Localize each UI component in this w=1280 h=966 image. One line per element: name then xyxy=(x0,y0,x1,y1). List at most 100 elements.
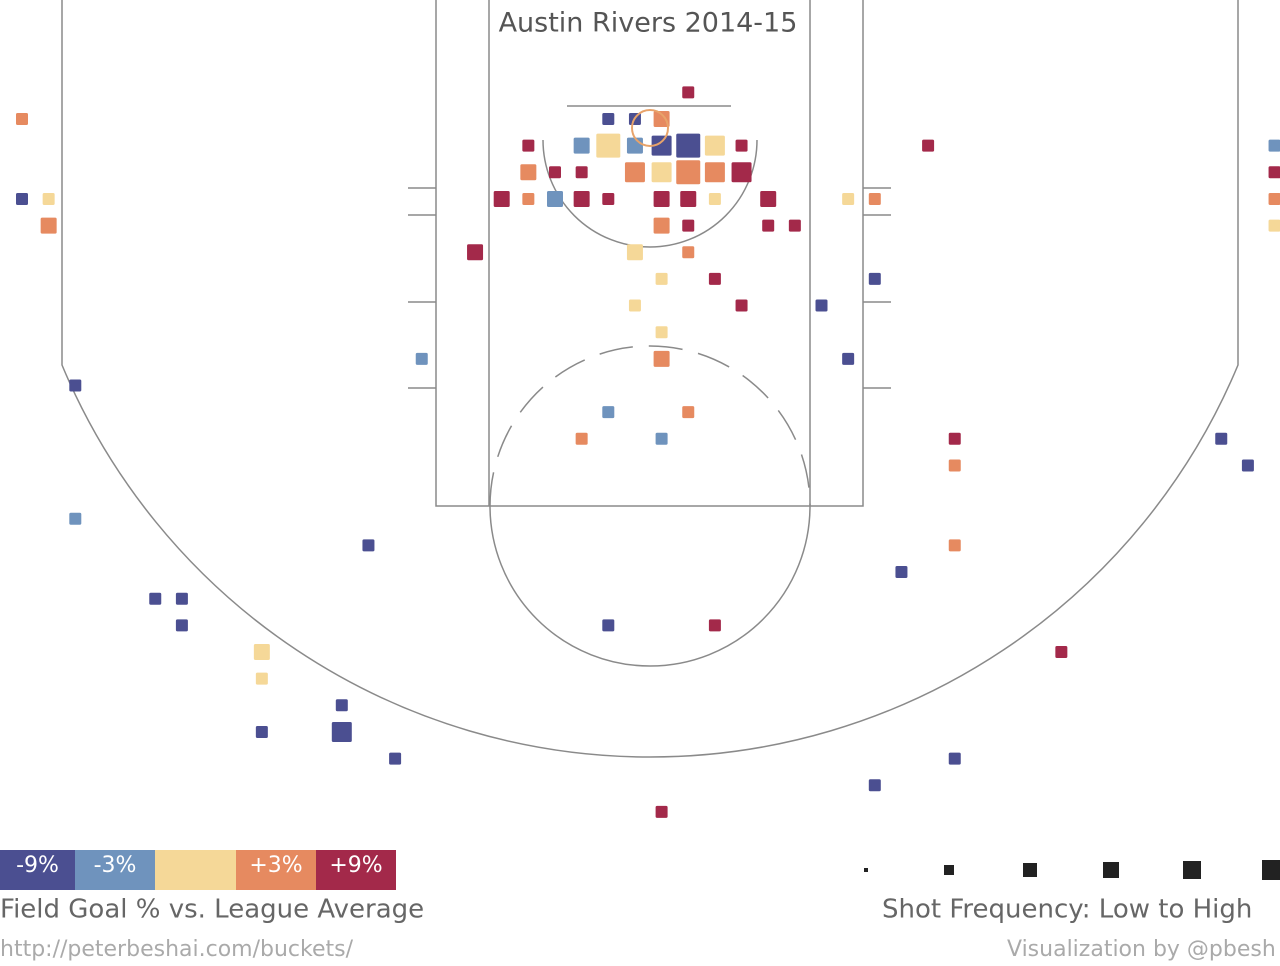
shot xyxy=(335,699,348,712)
shot xyxy=(253,644,270,660)
shot xyxy=(948,459,961,472)
shot xyxy=(175,592,188,605)
shot xyxy=(624,162,645,183)
shot xyxy=(69,379,82,392)
shot xyxy=(1055,646,1068,658)
size-swatch xyxy=(944,865,954,875)
shot xyxy=(948,539,961,552)
shot xyxy=(1241,459,1254,472)
shot xyxy=(760,190,777,207)
shot xyxy=(676,133,701,158)
color-swatch xyxy=(0,850,75,890)
court xyxy=(61,0,1239,758)
shot xyxy=(42,192,55,205)
restricted-area xyxy=(542,139,758,248)
size-legend xyxy=(864,860,1280,880)
shot xyxy=(522,139,535,152)
shot xyxy=(575,432,588,445)
shot xyxy=(362,539,375,552)
free-throw-circle-dashed xyxy=(489,345,811,507)
shot xyxy=(389,752,402,765)
shot xyxy=(655,326,668,339)
shot xyxy=(682,219,695,232)
size-swatch xyxy=(1183,861,1201,879)
shot xyxy=(655,805,668,818)
size-swatch xyxy=(1023,863,1037,877)
shot xyxy=(708,192,721,205)
shot xyxy=(653,190,670,207)
paint-outer xyxy=(435,0,864,507)
shot xyxy=(1268,219,1280,232)
shot xyxy=(175,619,188,632)
shot xyxy=(331,721,352,742)
shot xyxy=(676,160,701,185)
shot xyxy=(596,133,621,158)
shot xyxy=(547,190,563,207)
chart-title: Austin Rivers 2014-15 xyxy=(499,8,798,39)
size-swatch xyxy=(1262,860,1280,880)
shot xyxy=(255,672,268,685)
shot xyxy=(704,135,725,156)
shot xyxy=(575,166,588,179)
shot xyxy=(69,512,82,525)
shot xyxy=(16,192,28,205)
shot xyxy=(680,190,697,207)
shot xyxy=(788,219,801,232)
shot xyxy=(467,244,484,261)
shot xyxy=(40,217,57,234)
shot xyxy=(655,432,668,445)
shot xyxy=(1268,139,1280,152)
color-label: +3% xyxy=(249,853,302,878)
shot xyxy=(868,272,881,285)
shot xyxy=(735,139,748,152)
color-swatch xyxy=(236,850,316,890)
shot xyxy=(922,139,935,152)
color-swatch xyxy=(75,850,155,890)
size-legend-title: Shot Frequency: Low to High xyxy=(882,895,1252,925)
shot xyxy=(868,779,881,792)
shot xyxy=(573,190,590,207)
color-label: -3% xyxy=(94,853,137,878)
three-point-line xyxy=(61,0,1239,758)
shot xyxy=(602,113,615,125)
shot xyxy=(602,406,615,419)
shot xyxy=(628,299,641,312)
color-label: -9% xyxy=(16,853,59,878)
shot xyxy=(149,592,162,605)
shot xyxy=(842,192,855,205)
color-legend-title: Field Goal % vs. League Average xyxy=(0,895,424,925)
shot xyxy=(16,113,28,125)
shot xyxy=(653,217,670,234)
shot xyxy=(549,166,561,179)
shot xyxy=(682,406,695,419)
shot xyxy=(493,190,510,207)
hoop xyxy=(631,109,669,147)
shot xyxy=(842,352,855,365)
shot xyxy=(653,350,670,367)
lane-hash xyxy=(408,187,891,389)
shot xyxy=(602,192,615,205)
shot xyxy=(415,352,428,365)
shot xyxy=(895,566,908,579)
color-legend: -9% -3% +3% +9% xyxy=(0,850,396,890)
shot xyxy=(651,162,672,183)
shot xyxy=(948,752,961,765)
color-label: +9% xyxy=(329,853,382,878)
shot xyxy=(948,432,961,445)
shot xyxy=(651,135,672,156)
shot xyxy=(735,299,748,312)
source: http://peterbeshai.com/buckets/ xyxy=(0,937,354,962)
shot xyxy=(573,137,590,154)
shot xyxy=(708,619,721,632)
shot xyxy=(1215,432,1228,445)
shot xyxy=(602,619,615,632)
color-swatch xyxy=(316,850,396,890)
shot xyxy=(626,137,643,154)
shot xyxy=(255,725,268,738)
shot xyxy=(682,86,695,99)
shot xyxy=(1268,166,1280,179)
shot xyxy=(708,272,721,285)
shot xyxy=(762,219,775,232)
shot xyxy=(626,244,643,261)
